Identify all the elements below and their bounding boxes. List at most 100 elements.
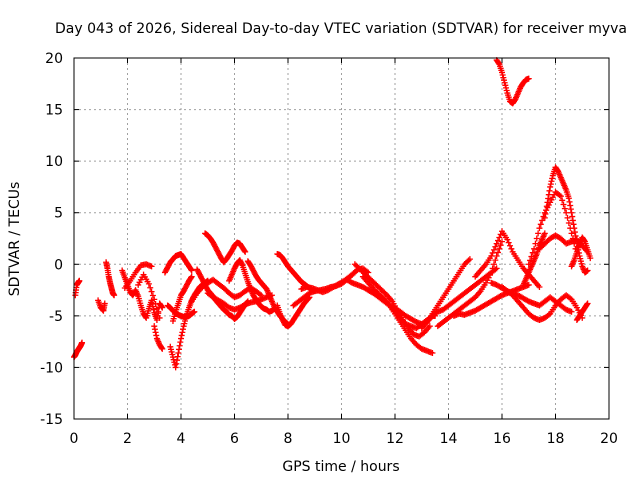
data-point: [567, 295, 574, 302]
data-point: [488, 253, 495, 260]
data-point: [532, 240, 539, 247]
x-tick-label: 12: [386, 431, 404, 447]
data-point: [568, 230, 575, 237]
data-point: [465, 257, 472, 264]
data-point: [153, 305, 160, 312]
series-a3: [103, 259, 118, 299]
y-tick-label: 10: [45, 154, 63, 170]
data-point: [567, 202, 574, 209]
data-point: [180, 326, 187, 333]
data-point: [466, 256, 473, 263]
data-point: [145, 280, 152, 287]
data-point: [569, 217, 576, 224]
x-axis-label: GPS time / hours: [282, 459, 399, 475]
data-point: [568, 308, 575, 315]
data-point: [544, 199, 551, 206]
data-point: [559, 197, 566, 204]
series-a9: [167, 277, 211, 371]
data-point: [151, 326, 158, 333]
data-point: [566, 198, 573, 205]
y-tick-label: 5: [54, 206, 63, 222]
data-point: [175, 346, 182, 353]
data-point: [524, 297, 531, 304]
data-point: [172, 364, 179, 371]
data-point: [489, 265, 496, 272]
data-point: [499, 238, 505, 245]
data-point: [567, 206, 574, 213]
series-a33: [520, 230, 548, 288]
data-point: [536, 283, 543, 290]
data-point: [557, 193, 564, 200]
x-tick-label: 16: [493, 431, 511, 447]
series-a23: [351, 261, 433, 340]
data-point: [494, 249, 501, 256]
data-point: [545, 191, 552, 198]
data-point: [351, 269, 358, 276]
data-point: [490, 261, 497, 268]
series-a7: [151, 323, 166, 352]
data-point: [99, 306, 106, 313]
data-point: [584, 300, 591, 307]
data-point: [547, 183, 554, 190]
data-point: [148, 263, 155, 270]
series-a37: [568, 234, 594, 270]
data-point: [525, 261, 532, 268]
data-point: [571, 229, 578, 236]
data-point: [492, 257, 499, 264]
data-point: [563, 209, 570, 216]
data-point: [556, 192, 563, 199]
data-point: [583, 301, 590, 308]
data-point: [242, 248, 249, 255]
data-point: [176, 342, 183, 349]
data-point: [541, 214, 548, 221]
data-point: [497, 231, 504, 238]
data-point: [525, 75, 532, 82]
series-a35: [541, 164, 591, 276]
data-point: [493, 253, 500, 260]
series-a10: [169, 273, 195, 325]
x-tick-label: 20: [600, 431, 618, 447]
series-a5: [121, 261, 155, 292]
data-point: [508, 245, 515, 252]
data-point: [191, 308, 198, 315]
data-point: [177, 339, 184, 346]
series-a19: [274, 294, 313, 330]
data-point: [565, 220, 572, 227]
series-a15: [226, 257, 278, 315]
data-point: [151, 323, 158, 330]
data-point: [547, 181, 554, 188]
data-point: [158, 303, 165, 310]
data-point: [560, 201, 567, 208]
data-point: [159, 304, 166, 311]
y-tick-label: -10: [40, 360, 63, 376]
series-a16: [204, 290, 275, 313]
data-point: [549, 175, 556, 182]
data-point: [151, 296, 158, 303]
data-point: [429, 349, 436, 356]
data-point: [495, 60, 502, 67]
data-point: [571, 225, 578, 232]
y-tick-label: 0: [54, 257, 63, 273]
data-point: [240, 302, 247, 309]
data-point: [148, 288, 155, 295]
data-point: [527, 257, 534, 264]
series-a0: [71, 339, 86, 361]
data-point: [528, 253, 535, 260]
data-point: [174, 353, 181, 360]
x-tick-label: 10: [333, 431, 351, 447]
data-point: [492, 243, 499, 250]
data-point: [569, 213, 576, 220]
x-tick-label: 0: [70, 431, 79, 447]
data-point: [546, 187, 553, 194]
data-point: [504, 236, 511, 243]
data-point: [188, 266, 195, 273]
data-point: [536, 225, 543, 232]
data-point: [535, 230, 542, 237]
series-a2: [95, 297, 108, 314]
x-tick-label: 8: [284, 431, 293, 447]
data-point: [545, 195, 552, 202]
data-point: [496, 245, 503, 252]
data-point: [173, 357, 180, 364]
series-a11: [164, 302, 198, 320]
data-point: [350, 270, 357, 277]
